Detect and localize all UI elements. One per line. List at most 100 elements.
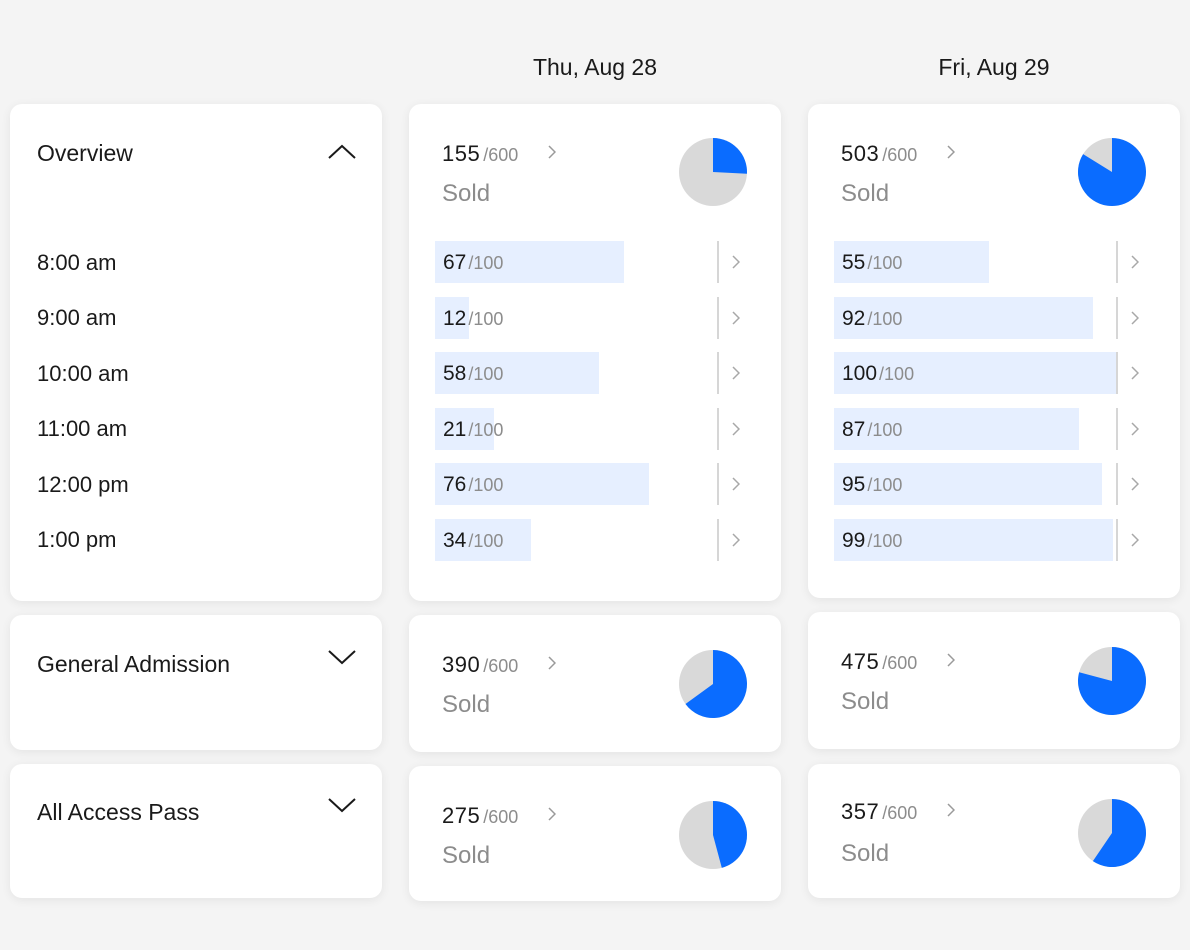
sold-count: 357/600 bbox=[841, 799, 917, 825]
chevron-right-icon[interactable] bbox=[1131, 366, 1139, 380]
capacity-divider bbox=[717, 352, 719, 394]
slot-sold: 34 bbox=[443, 528, 467, 552]
sold-total: /600 bbox=[483, 656, 519, 676]
slot-sold: 95 bbox=[842, 473, 866, 496]
sold-pie-chart bbox=[679, 801, 748, 869]
slot-capacity: /100 bbox=[468, 475, 504, 495]
thu-overview-card: 155/600 Sold 67/100 12/100 58/100 21/100 76/… bbox=[409, 104, 781, 601]
capacity-bar bbox=[834, 352, 1116, 394]
slot-capacity: /100 bbox=[867, 530, 903, 551]
sold-total: /600 bbox=[882, 653, 918, 673]
capacity-bar bbox=[435, 296, 469, 339]
capacity-divider bbox=[717, 463, 719, 505]
capacity-divider bbox=[717, 241, 719, 283]
sold-number: 390 bbox=[442, 652, 481, 677]
slot-capacity: /100 bbox=[867, 308, 903, 329]
chevron-right-icon[interactable] bbox=[732, 477, 740, 491]
sold-total: /600 bbox=[882, 803, 918, 823]
chevron-right-icon[interactable] bbox=[1131, 255, 1139, 269]
chevron-right-icon[interactable] bbox=[947, 803, 955, 817]
time-slot-row[interactable]: 21/100 bbox=[435, 407, 755, 450]
time-slot-row[interactable]: 95/100 bbox=[834, 463, 1154, 505]
chevron-right-icon[interactable] bbox=[1131, 532, 1139, 547]
slot-sold: 87 bbox=[842, 417, 866, 441]
sold-total: /600 bbox=[882, 145, 918, 165]
sold-label: Sold bbox=[841, 840, 890, 867]
time-slot-row[interactable]: 76/100 bbox=[435, 463, 755, 505]
time-slot-row[interactable]: 92/100 bbox=[834, 296, 1154, 339]
sold-count: 503/600 bbox=[841, 141, 917, 167]
sold-number: 475 bbox=[841, 649, 880, 674]
chevron-down-icon[interactable] bbox=[326, 795, 358, 815]
time-slot-row[interactable]: 58/100 bbox=[435, 352, 755, 394]
time-slot-row[interactable]: 34/100 bbox=[435, 518, 755, 561]
time-label: 11:00 am bbox=[37, 416, 128, 441]
chevron-right-icon[interactable] bbox=[1131, 421, 1139, 436]
capacity-bar bbox=[834, 296, 1093, 339]
chevron-right-icon[interactable] bbox=[732, 366, 740, 380]
sold-count: 155/600 bbox=[442, 141, 518, 167]
capacity-bar bbox=[834, 241, 989, 283]
chevron-right-icon[interactable] bbox=[947, 653, 955, 667]
time-label: 12:00 pm bbox=[37, 472, 129, 497]
fri-overview-card: 503/600 Sold 55/100 92/100 100/100 87/100 95… bbox=[808, 104, 1180, 598]
time-label: 9:00 am bbox=[37, 305, 117, 330]
time-slot-row[interactable]: 99/100 bbox=[834, 518, 1154, 561]
all-access-panel[interactable]: All Access Pass bbox=[10, 764, 382, 898]
time-label: 1:00 pm bbox=[37, 527, 117, 552]
pie-sold-slice bbox=[1092, 799, 1147, 867]
chevron-right-icon[interactable] bbox=[732, 532, 740, 547]
slot-count: 12/100 bbox=[443, 307, 503, 331]
capacity-bar bbox=[435, 241, 624, 283]
sold-number: 275 bbox=[442, 803, 481, 828]
slot-sold: 58 bbox=[443, 362, 467, 385]
capacity-bar bbox=[435, 352, 599, 394]
chevron-right-icon[interactable] bbox=[947, 145, 955, 159]
sold-label: Sold bbox=[841, 180, 890, 207]
pie-sold-slice bbox=[1078, 138, 1147, 206]
sold-pie-chart bbox=[1078, 799, 1147, 867]
time-slot-row[interactable]: 67/100 bbox=[435, 241, 755, 283]
chevron-up-icon[interactable] bbox=[326, 142, 358, 162]
sold-count: 475/600 bbox=[841, 649, 917, 675]
chevron-right-icon[interactable] bbox=[1131, 310, 1139, 325]
capacity-bar bbox=[435, 407, 494, 450]
time-slot-row[interactable]: 12/100 bbox=[435, 296, 755, 339]
slot-capacity: /100 bbox=[468, 364, 504, 384]
sold-count: 275/600 bbox=[442, 803, 518, 829]
fri-general-admission-card: 475/600 Sold bbox=[808, 612, 1180, 749]
general-admission-panel[interactable]: General Admission bbox=[10, 615, 382, 750]
sold-label: Sold bbox=[442, 180, 491, 207]
time-label: 10:00 am bbox=[37, 361, 129, 386]
time-slot-row[interactable]: 100/100 bbox=[834, 352, 1154, 394]
date-header-thu: Thu, Aug 28 bbox=[532, 54, 658, 80]
pie-sold-slice bbox=[1077, 647, 1146, 715]
slot-sold: 76 bbox=[443, 473, 467, 496]
sold-pie-chart bbox=[679, 650, 747, 718]
slot-count: 67/100 bbox=[443, 251, 503, 275]
sold-label: Sold bbox=[442, 691, 491, 718]
chevron-right-icon[interactable] bbox=[548, 656, 556, 670]
overview-title: Overview bbox=[37, 140, 133, 166]
chevron-right-icon[interactable] bbox=[1131, 477, 1139, 491]
chevron-right-icon[interactable] bbox=[548, 807, 556, 821]
time-slot-row[interactable]: 87/100 bbox=[834, 407, 1154, 450]
slot-count: 99/100 bbox=[842, 529, 902, 553]
slot-count: 100/100 bbox=[842, 362, 914, 386]
chevron-right-icon[interactable] bbox=[732, 255, 740, 269]
slot-sold: 92 bbox=[842, 306, 866, 330]
time-slot-row[interactable]: 55/100 bbox=[834, 241, 1154, 283]
chevron-right-icon[interactable] bbox=[732, 421, 740, 436]
capacity-bar bbox=[834, 518, 1113, 561]
slot-capacity: /100 bbox=[867, 419, 903, 440]
chevron-right-icon[interactable] bbox=[548, 145, 556, 159]
date-header-fri: Fri, Aug 29 bbox=[938, 54, 1050, 80]
capacity-divider bbox=[717, 407, 719, 450]
capacity-divider bbox=[1116, 463, 1118, 505]
sold-pie-chart bbox=[679, 138, 747, 206]
chevron-down-icon[interactable] bbox=[326, 647, 358, 667]
chevron-right-icon[interactable] bbox=[732, 310, 740, 325]
slot-capacity: /100 bbox=[468, 253, 504, 273]
sold-pie-chart bbox=[1077, 647, 1146, 715]
slot-sold: 21 bbox=[443, 417, 467, 441]
